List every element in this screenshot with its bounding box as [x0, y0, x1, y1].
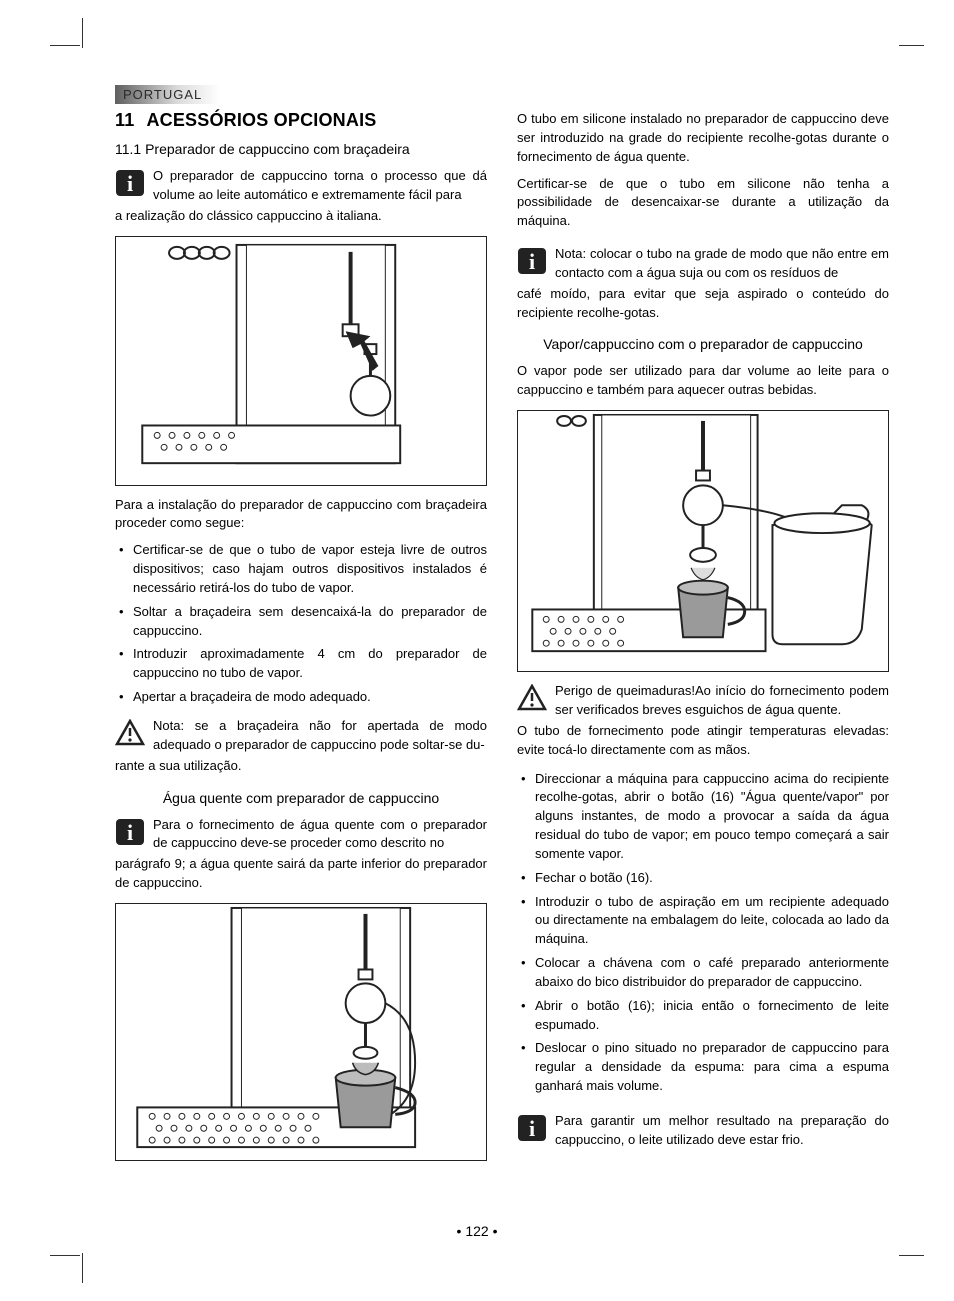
note-continuation: O tubo de fornecimento pode atingir temp… [517, 722, 889, 760]
list-item: Certificar-se de que o tubo de vapor est… [133, 541, 487, 598]
list-item: Colocar a chávena com o café preparado a… [535, 954, 889, 992]
info-note: i O preparador de cappuccino torna o pro… [115, 167, 487, 205]
note-continuation: café moído, para evitar que seja aspirad… [517, 285, 889, 323]
figure-install [115, 236, 487, 486]
info-note: i Nota: colocar o tubo na grade de modo … [517, 245, 889, 283]
list-item: Abrir o botão (16); inicia então o forne… [535, 997, 889, 1035]
manual-page: PORTUGAL 11 ACESSÓRIOS OPCIONAIS 11.1 Pre… [0, 0, 954, 1301]
figure-vapor [517, 410, 889, 672]
info-icon: i [517, 1114, 547, 1142]
section-title-text: ACESSÓRIOS OPCIONAIS [146, 110, 376, 130]
crop-mark [50, 1255, 80, 1256]
info-icon: i [115, 169, 145, 197]
crop-mark [82, 18, 83, 48]
list-item: Direccionar a máquina para cappuccino ac… [535, 770, 889, 864]
note-continuation: parágrafo 9; a água quente sairá da part… [115, 855, 487, 893]
section-number: 11 [115, 110, 134, 130]
warning-icon [115, 719, 145, 747]
subhead-vapor: Vapor/cappuccino com o preparador de cap… [517, 336, 889, 352]
paragraph: O vapor pode ser utilizado para dar volu… [517, 362, 889, 400]
note-text: Perigo de queimaduras!Ao início do forne… [555, 682, 889, 720]
note-continuation: rante a sua utilização. [115, 757, 487, 776]
figure-hot-water [115, 903, 487, 1161]
subsection-11-1: 11.1 Preparador de cappuccino com braçad… [115, 141, 487, 157]
info-note: i Para o fornecimento de água quente com… [115, 816, 487, 854]
svg-text:i: i [127, 171, 133, 196]
install-steps: Certificar-se de que o tubo de vapor est… [115, 541, 487, 707]
svg-text:i: i [529, 249, 535, 274]
list-item: Introduzir o tubo de aspiração em um rec… [535, 893, 889, 950]
note-continuation: a realização do clássico cappuccino à it… [115, 207, 487, 226]
subhead-hot-water: Água quente com preparador de cappuccino [115, 790, 487, 806]
country-tab: PORTUGAL [115, 85, 220, 104]
right-column: O tubo em silicone instalado no preparad… [517, 110, 889, 1171]
page-number: • 122 • [457, 1223, 498, 1239]
note-text: O preparador de cappuccino torna o proce… [153, 167, 487, 205]
svg-text:i: i [127, 820, 133, 845]
note-text: Para o fornecimento de água quente com o… [153, 816, 487, 854]
vapor-steps: Direccionar a máquina para cappuccino ac… [517, 770, 889, 1097]
warning-note: Nota: se a braçadeira não for apertada d… [115, 717, 487, 755]
left-column: 11 ACESSÓRIOS OPCIONAIS 11.1 Preparador d… [115, 110, 487, 1171]
crop-mark [82, 1253, 83, 1283]
info-icon: i [115, 818, 145, 846]
list-item: Fechar o botão (16). [535, 869, 889, 888]
list-item: Introduzir aproximadamente 4 cm do prepa… [133, 645, 487, 683]
paragraph: O tubo em silicone instalado no preparad… [517, 110, 889, 167]
content-columns: 11 ACESSÓRIOS OPCIONAIS 11.1 Preparador d… [115, 110, 889, 1171]
note-text: Nota: se a braçadeira não for apertada d… [153, 717, 487, 755]
info-icon: i [517, 247, 547, 275]
note-text: Para garantir um melhor resultado na pre… [555, 1112, 889, 1150]
list-item: Soltar a braçadeira sem desencaixá-la do… [133, 603, 487, 641]
section-title: 11 ACESSÓRIOS OPCIONAIS [115, 110, 487, 131]
crop-mark [50, 45, 80, 46]
paragraph: Para a instalação do preparador de cappu… [115, 496, 487, 534]
svg-text:i: i [529, 1116, 535, 1141]
list-item: Deslocar o pino situado no preparador de… [535, 1039, 889, 1096]
warning-note: Perigo de queimaduras!Ao início do forne… [517, 682, 889, 720]
warning-icon [517, 684, 547, 712]
info-note: i Para garantir um melhor resultado na p… [517, 1112, 889, 1150]
list-item: Apertar a braçadeira de modo adequado. [133, 688, 487, 707]
crop-mark [899, 45, 924, 46]
paragraph: Certificar-se de que o tubo em silicone … [517, 175, 889, 232]
crop-mark [899, 1255, 924, 1256]
note-text: Nota: colocar o tubo na grade de modo qu… [555, 245, 889, 283]
